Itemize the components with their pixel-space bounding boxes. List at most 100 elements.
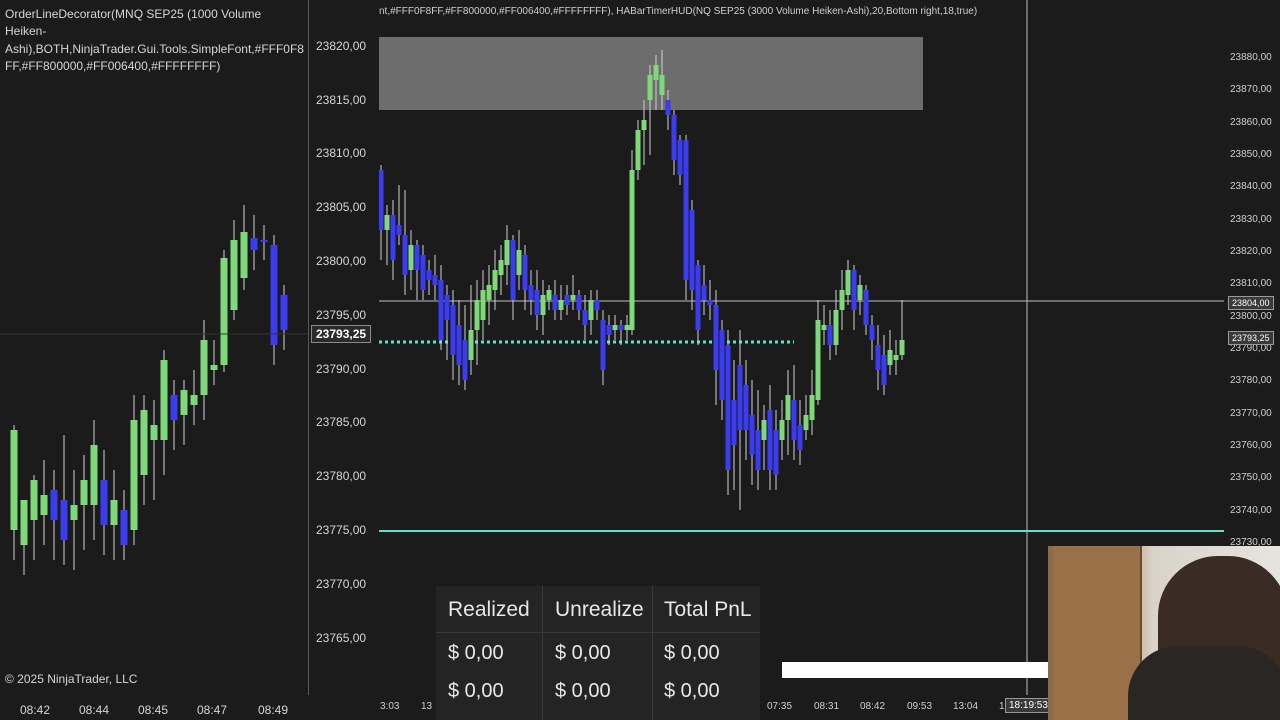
candle-body <box>60 500 68 540</box>
webcam-person-shoulder <box>1128 646 1280 720</box>
candle-body <box>80 480 88 505</box>
right-price-label: 23780,00 <box>1230 375 1272 386</box>
candle-body <box>677 140 683 175</box>
main-time-label: 13:04 <box>953 701 979 712</box>
pnl-header-realized: Realized <box>448 598 530 621</box>
candle-body <box>857 285 863 300</box>
left-indicator-line-4: FF,#FF800000,#FF006400,#FFFFFFFF) <box>5 59 221 73</box>
candle-body <box>803 415 809 430</box>
candle-body <box>749 415 755 455</box>
candle-body <box>600 320 606 370</box>
candle-body <box>468 330 474 360</box>
candle-body <box>683 140 689 280</box>
candle-body <box>200 340 208 395</box>
candle-body <box>408 245 414 270</box>
candle-body <box>624 325 630 330</box>
webcam-door <box>1054 546 1142 720</box>
pnl-divider <box>436 632 760 633</box>
candle-body <box>641 120 647 130</box>
pnl-divider <box>542 586 543 720</box>
right-price-label: 23760,00 <box>1230 440 1272 451</box>
left-chart-panel[interactable]: OrderLineDecorator(MNQ SEP25 (1000 Volum… <box>0 0 308 695</box>
candle-body <box>480 290 486 320</box>
candle-body <box>833 310 839 345</box>
copyright-text: © 2025 NinjaTrader, LLC <box>5 672 138 686</box>
candle-body <box>110 500 118 525</box>
candle-body <box>130 420 138 530</box>
right-price-label: 23840,00 <box>1230 181 1272 192</box>
candle-body <box>618 325 624 330</box>
candle-body <box>70 505 78 520</box>
candle-body <box>576 295 582 310</box>
crosshair-price-tag: 23804,00 <box>1228 296 1274 310</box>
left-time-axis[interactable]: 08:42 08:44 08:45 08:47 08:49 <box>0 695 308 720</box>
candle-body <box>396 225 402 235</box>
left-time-label: 08:44 <box>79 703 110 717</box>
candle-body <box>839 290 845 310</box>
main-candles <box>379 0 1224 695</box>
candle-body <box>695 265 701 330</box>
candle-body <box>893 355 899 360</box>
candle-body <box>827 325 833 345</box>
main-time-label: 08:31 <box>814 701 840 712</box>
crosshair-time-tag: 18:19:53 <box>1005 698 1052 713</box>
candle-body <box>629 170 635 330</box>
candle-body <box>10 430 18 530</box>
price-axis[interactable]: 23820,00 23815,00 23810,00 23805,00 2380… <box>309 0 379 720</box>
panel-divider <box>308 0 309 695</box>
main-time-label: 3:03 <box>380 701 400 712</box>
main-time-label: 07:35 <box>767 701 793 712</box>
main-time-label: 08:42 <box>860 701 886 712</box>
right-current-price-tag: 23793,25 <box>1228 331 1274 345</box>
pnl-value: $ 0,00 <box>664 680 720 702</box>
candle-body <box>402 235 408 275</box>
main-time-label: 13 <box>421 701 433 712</box>
candle-body <box>588 300 594 320</box>
right-price-label: 23870,00 <box>1230 84 1272 95</box>
left-indicator-line-3: Ashi),BOTH,NinjaTrader.Gui.Tools.SimpleF… <box>5 42 304 56</box>
candle-body <box>863 290 869 325</box>
candle-body <box>653 65 659 80</box>
candle-body <box>444 295 450 320</box>
candle-body <box>821 325 827 330</box>
price-label: 23815,00 <box>316 93 367 107</box>
right-price-label: 23750,00 <box>1230 472 1272 483</box>
candle-body <box>250 238 258 250</box>
candle-body <box>210 365 218 370</box>
candle-body <box>881 355 887 385</box>
price-label: 23770,00 <box>316 577 367 591</box>
candle-body <box>791 400 797 440</box>
pnl-header-total: Total PnL <box>664 598 752 621</box>
right-price-label: 23850,00 <box>1230 149 1272 160</box>
candle-body <box>851 270 857 310</box>
candle-body <box>869 325 875 340</box>
candle-body <box>899 340 905 355</box>
candle-body <box>558 300 564 310</box>
candle-body <box>230 240 238 310</box>
candle-body <box>384 215 390 230</box>
candle-body <box>773 430 779 475</box>
candle-body <box>30 480 38 520</box>
candle-body <box>474 300 480 330</box>
candle-body <box>432 275 438 285</box>
candle-body <box>456 325 462 365</box>
candle-body <box>689 210 695 290</box>
candle-body <box>540 295 546 315</box>
pnl-value: $ 0,00 <box>555 680 611 702</box>
right-price-label: 23800,00 <box>1230 311 1272 322</box>
candle-body <box>150 425 158 440</box>
candle-body <box>887 350 893 365</box>
candle-body <box>570 295 576 300</box>
candle-body <box>713 305 719 370</box>
candle-body <box>707 300 713 305</box>
candle-body <box>522 255 528 290</box>
pnl-divider <box>652 586 653 720</box>
candle-body <box>40 495 48 515</box>
candle-body <box>731 400 737 445</box>
candle-body <box>414 245 420 270</box>
left-indicator-line-1: OrderLineDecorator(MNQ SEP25 (1000 Volum… <box>5 7 262 21</box>
candle-body <box>725 345 731 470</box>
candle-body <box>260 240 268 242</box>
candle-body <box>140 410 148 475</box>
candle-body <box>190 395 198 405</box>
